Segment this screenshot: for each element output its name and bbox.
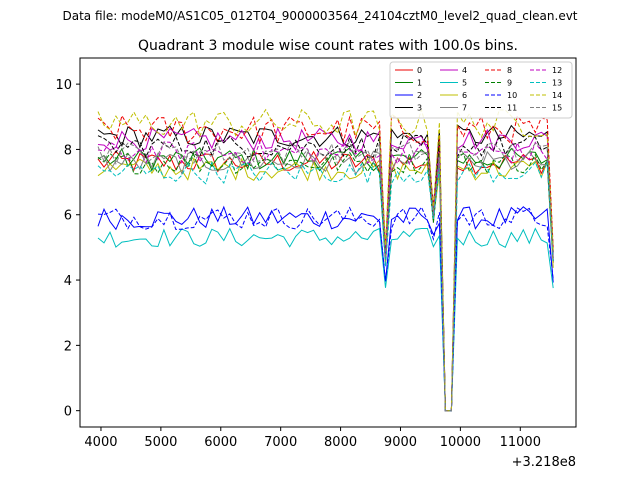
legend-label: 10 [507,91,517,100]
series-line-6 [97,157,554,412]
plot-area: 4000 5000 6000 7000 8000 9000 10000 11000 0 2 4 6 8… [55,57,577,470]
series-line-9 [97,151,554,412]
legend-label: 8 [507,66,512,75]
series-line-2 [97,205,554,412]
series-line-8 [97,114,554,412]
series-line-10 [97,206,554,412]
series-line-14 [97,107,554,412]
x-tick-label: 10000 [440,435,481,450]
x-tick-label: 8000 [324,435,357,450]
legend-frame [389,61,573,119]
figure-suptitle: Data file: modeM0/AS1C05_012T04_90000035… [62,9,577,23]
x-tick-label: 4000 [84,435,117,450]
legend-label: 5 [462,79,467,88]
x-tick-label: 5000 [144,435,177,450]
legend-label: 7 [462,104,467,113]
legend-label: 6 [462,91,467,100]
x-tick-label: 9000 [384,435,417,450]
series-line-7 [97,150,554,412]
series-line-15 [97,140,554,412]
legend-label: 2 [417,91,422,100]
x-axis-offset-label: +3.218e8 [512,455,576,470]
legend-label: 3 [417,104,422,113]
y-axis: 0 2 4 6 8 10 [55,78,80,420]
legend-label: 15 [552,104,562,113]
x-tick-label: 7000 [264,435,297,450]
legend-label: 9 [507,79,512,88]
y-tick-label: 0 [64,405,72,420]
legend-label: 0 [417,66,422,75]
y-tick-label: 6 [64,209,72,224]
legend-label: 1 [417,79,422,88]
chart-title: Quadrant 3 module wise count rates with … [138,38,518,54]
series-line-0 [97,150,554,412]
x-tick-label: 6000 [204,435,237,450]
series-line-1 [97,147,554,412]
legend-label: 13 [552,79,562,88]
legend-label: 12 [552,66,562,75]
y-tick-label: 4 [64,274,72,289]
series-line-12 [97,140,554,412]
series-line-11 [97,133,554,412]
x-tick-label: 11000 [500,435,541,450]
series-line-5 [97,227,554,412]
series-line-13 [97,160,554,412]
y-tick-label: 2 [64,339,72,354]
series-layer [97,107,554,412]
legend-label: 4 [462,66,467,75]
y-tick-label: 8 [64,143,72,158]
series-line-3 [97,124,554,412]
y-tick-label: 10 [55,78,72,93]
legend-label: 14 [552,91,562,100]
legend-label: 11 [507,104,517,113]
x-axis: 4000 5000 6000 7000 8000 9000 10000 11000 [84,427,541,450]
axes-frame [79,57,577,428]
